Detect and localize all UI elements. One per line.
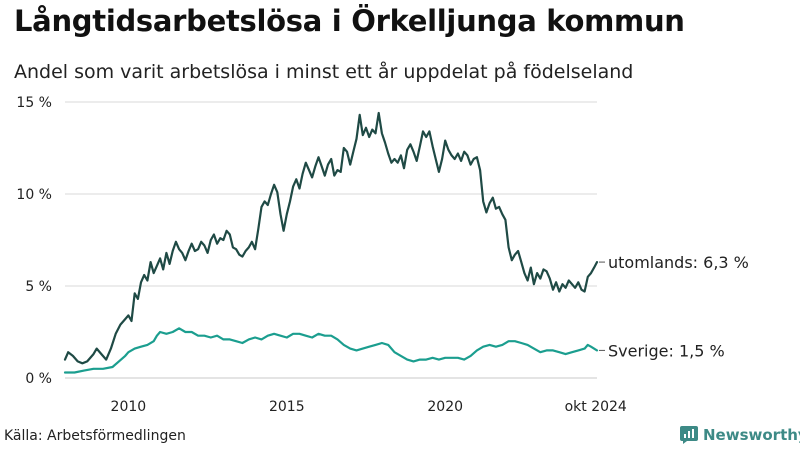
y-tick-label: 0 % — [25, 371, 52, 387]
x-tick-label: 2010 — [111, 399, 147, 415]
gridlines — [65, 101, 597, 379]
end-labels: utomlands: 6,3 % Sverige: 1,5 % — [599, 253, 749, 360]
newsworthy-icon — [680, 426, 698, 444]
brand-name: Newsworthy — [703, 426, 800, 444]
y-axis: 0 % 5 % 10 % 15 % — [16, 95, 52, 387]
x-axis: 2010 2015 2020 okt 2024 — [111, 399, 627, 415]
chart-title: Långtidsarbetslösa i Örkelljunga kommun — [14, 4, 685, 38]
newsworthy-logo: Newsworthy — [680, 426, 800, 444]
series-line-utomlands — [63, 111, 599, 365]
end-label-sverige: Sverige: 1,5 % — [608, 341, 725, 360]
y-tick-label: 15 % — [16, 95, 52, 111]
chart-subtitle: Andel som varit arbetslösa i minst ett å… — [14, 61, 634, 83]
series — [63, 111, 599, 374]
y-tick-label: 10 % — [16, 187, 52, 203]
x-tick-label: 2020 — [427, 399, 463, 415]
end-label-utomlands: utomlands: 6,3 % — [608, 253, 749, 272]
source-note: Källa: Arbetsförmedlingen — [4, 428, 186, 444]
x-tick-label: 2015 — [269, 399, 305, 415]
y-tick-label: 5 % — [25, 279, 52, 295]
x-tick-label: okt 2024 — [565, 399, 627, 415]
series-line-sverige — [63, 327, 599, 374]
